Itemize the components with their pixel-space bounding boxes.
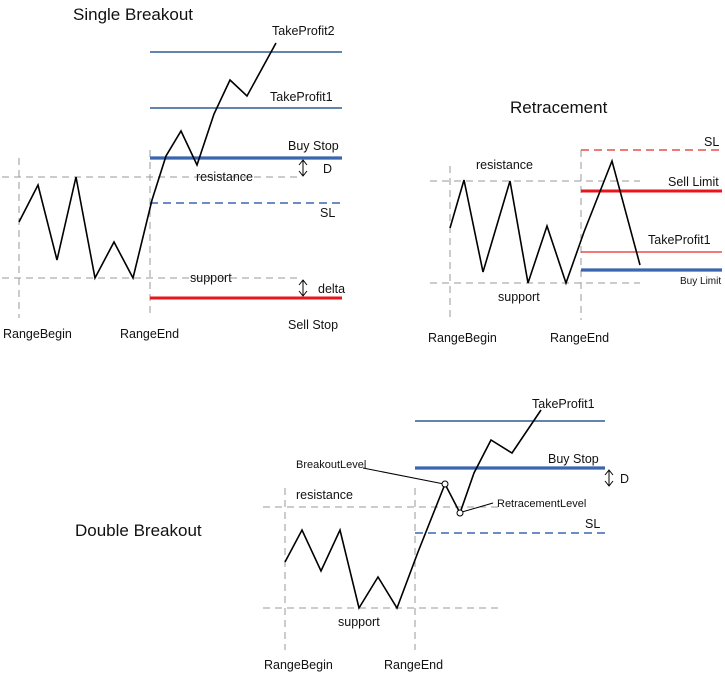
double-range-end-label: RangeEnd xyxy=(384,658,443,672)
single-take-profit-1-label: TakeProfit1 xyxy=(270,90,333,104)
retracement-title: Retracement xyxy=(510,98,608,117)
single-breakout-title: Single Breakout xyxy=(73,5,193,24)
single-range-begin-label: RangeBegin xyxy=(3,327,72,341)
double-retracement-level-leader xyxy=(461,502,494,513)
retracement-range-end-label: RangeEnd xyxy=(550,331,609,345)
double-d-label: D xyxy=(620,472,629,486)
double-range-begin-label: RangeBegin xyxy=(264,658,333,672)
retracement-price-path xyxy=(449,158,641,286)
retracement-sell-limit-label: Sell Limit xyxy=(668,175,719,189)
retracement-level-marker xyxy=(456,509,464,517)
double-price-path xyxy=(284,409,542,611)
single-d-label: D xyxy=(323,162,332,176)
double-breakout-title: Double Breakout xyxy=(75,521,202,540)
double-take-profit-1-label: TakeProfit1 xyxy=(532,397,595,411)
double-support-label: support xyxy=(338,615,380,629)
double-breakout-panel: Double Breakout TakeProfit1 BreakoutLeve… xyxy=(75,397,629,672)
single-delta-arrow xyxy=(298,279,308,297)
single-breakout-panel: Single Breakout TakeProfit2 TakeProfit1 … xyxy=(2,5,345,341)
retracement-support-label: support xyxy=(498,290,540,304)
double-breakout-level-label: BreakoutLevel xyxy=(296,459,366,471)
double-d-arrow xyxy=(604,469,614,487)
breakout-level-marker xyxy=(441,480,449,488)
retracement-take-profit-1-label: TakeProfit1 xyxy=(648,233,711,247)
double-sl-label: SL xyxy=(585,517,600,531)
double-resistance-label: resistance xyxy=(296,488,353,502)
single-price-path xyxy=(18,42,277,281)
single-d-arrow xyxy=(298,159,308,177)
single-sell-stop-label: Sell Stop xyxy=(288,318,338,332)
retracement-panel: Retracement SL resistance Sell Limit Tak… xyxy=(428,98,722,345)
double-retracement-level-label: RetracementLevel xyxy=(497,498,586,510)
single-support-label: support xyxy=(190,271,232,285)
retracement-resistance-label: resistance xyxy=(476,158,533,172)
retracement-buy-limit-label: Buy Limit xyxy=(680,276,721,287)
single-buy-stop-label: Buy Stop xyxy=(288,139,339,153)
double-breakout-level-leader xyxy=(362,467,445,485)
retracement-sl-label: SL xyxy=(704,135,719,149)
single-sl-label: SL xyxy=(320,206,335,220)
double-buy-stop-label: Buy Stop xyxy=(548,452,599,466)
single-range-end-label: RangeEnd xyxy=(120,327,179,341)
single-take-profit-2-label: TakeProfit2 xyxy=(272,24,335,38)
retracement-range-begin-label: RangeBegin xyxy=(428,331,497,345)
single-resistance-label: resistance xyxy=(196,170,253,184)
single-delta-label: delta xyxy=(318,282,345,296)
